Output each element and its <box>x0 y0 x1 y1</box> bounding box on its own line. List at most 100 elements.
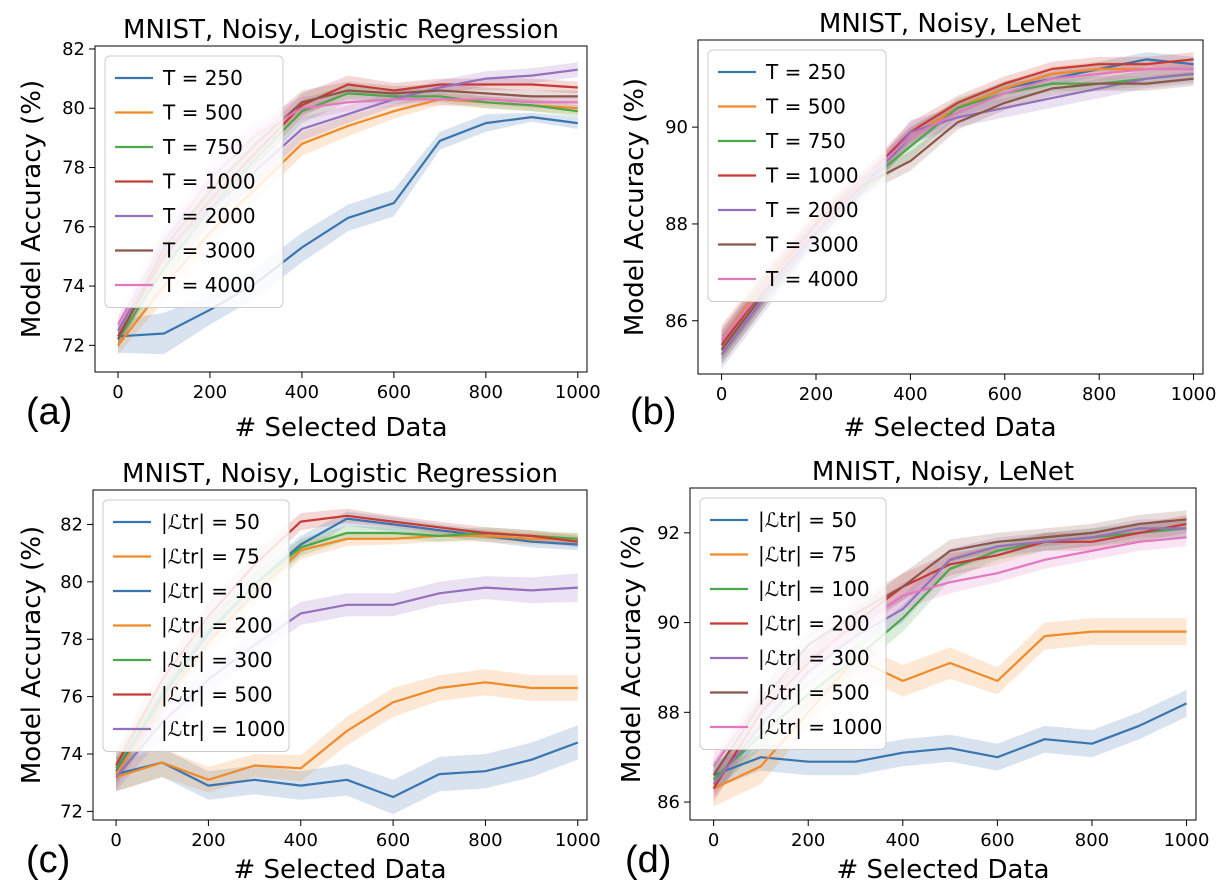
panel-c-legend-entry: |ℒtr| = 200 <box>161 614 273 638</box>
panel-b-legend-entry: T = 750 <box>765 129 846 153</box>
panel-b-legend-entry: T = 1000 <box>765 164 859 188</box>
panel-c-ylabel: Model Accuracy (%) <box>17 526 47 784</box>
panel-b-legend-entry: T = 3000 <box>765 233 859 257</box>
panel-c-ytick-label: 74 <box>60 744 83 765</box>
panel-a-legend: T = 250 T = 500 T = 750 T = 1000 T = 2000 T =… <box>104 55 284 308</box>
panel-d-legend-entry: |ℒtr| = 1000 <box>758 715 882 739</box>
panel-d-series-0-band <box>713 689 1187 789</box>
panel-d-xtick-label: 800 <box>1075 830 1109 851</box>
panel-a-legend-entry: T = 250 <box>162 66 243 90</box>
panel-a-ytick-label: 80 <box>62 98 85 119</box>
panel-b-legend-entry: T = 500 <box>765 95 846 119</box>
panel-c-legend-entry: |ℒtr| = 300 <box>161 648 273 672</box>
panel-a-label: (a) <box>26 391 72 433</box>
panel-d-xlabel: # Selected Data <box>836 855 1049 885</box>
panel-c-legend-entry: |ℒtr| = 75 <box>161 545 260 569</box>
panel-c-xtick-label: 400 <box>284 830 318 851</box>
panel-d-legend-entry: |ℒtr| = 100 <box>758 577 870 601</box>
panel-b-legend: T = 250 T = 500 T = 750 T = 1000 T = 2000 T =… <box>707 49 887 302</box>
panel-c-series-0-line <box>115 741 579 799</box>
panel-c-series-1-line <box>115 681 578 781</box>
panel-c-xtick-label: 800 <box>468 830 502 851</box>
panel-d-series-2-band <box>713 519 1187 794</box>
panel-a-ytick-label: 76 <box>62 217 85 238</box>
panel-c-legend-entry: |ℒtr| = 50 <box>161 510 260 534</box>
panel-d-legend-entry: |ℒtr| = 300 <box>758 646 870 670</box>
panel-c-xtick-label: 600 <box>376 830 410 851</box>
panel-b-ytick-label: 90 <box>665 117 688 138</box>
panel-c-legend: |ℒtr| = 50 |ℒtr| = 75 |ℒtr| = 100 |ℒtr| = 2… <box>102 499 290 752</box>
panel-d-legend: |ℒtr| = 50 |ℒtr| = 75 |ℒtr| = 100 |ℒtr| = 2… <box>699 497 887 750</box>
panel-a: MNIST, Noisy, Logistic Regression 0 200 40… <box>17 15 601 443</box>
panel-b-xtick-label: 400 <box>893 384 927 405</box>
panel-b-series-4-band <box>721 64 1194 370</box>
panel-d-xtick-label: 1000 <box>1164 830 1210 851</box>
panel-c-legend-entry: |ℒtr| = 100 <box>161 579 273 603</box>
panel-a-xtick-label: 600 <box>377 382 411 403</box>
panel-a-ytick-label: 72 <box>62 335 85 356</box>
panel-a-ylabel: Model Accuracy (%) <box>17 80 47 338</box>
panel-a-ytick-label: 82 <box>62 39 85 60</box>
panel-d-xtick-label: 600 <box>980 830 1014 851</box>
panel-a-legend-entry: T = 2000 <box>162 204 256 228</box>
panel-d-xtick-label: 0 <box>708 830 719 851</box>
panel-b-xtick-label: 0 <box>716 384 727 405</box>
panel-c: MNIST, Noisy, Logistic Regression 0 200 40… <box>17 459 601 885</box>
panel-c-series-0-band <box>116 725 578 815</box>
panel-a-legend-box <box>104 55 284 308</box>
panel-d-ytick-label: 90 <box>657 613 680 634</box>
panel-c-legend-box <box>102 499 290 752</box>
panel-a-ytick-label: 78 <box>62 158 85 179</box>
panel-d-ytick-label: 88 <box>657 702 680 723</box>
panel-d-legend-entry: |ℒtr| = 500 <box>758 681 870 705</box>
panel-d-legend-entry: |ℒtr| = 200 <box>758 612 870 636</box>
panel-d-series-0-line <box>713 702 1187 777</box>
panel-b-ytick-label: 88 <box>665 214 688 235</box>
panel-b-legend-entry: T = 250 <box>765 60 846 84</box>
panel-b-legend-box <box>707 49 887 302</box>
panel-b-ytick-label: 86 <box>665 311 688 332</box>
panel-d-label: (d) <box>625 839 671 881</box>
panel-d-legend-box <box>699 497 887 750</box>
panel-a-legend-entry: T = 750 <box>162 135 243 159</box>
panel-b-legend-entry: T = 4000 <box>765 267 859 291</box>
panel-a-legend-entry: T = 500 <box>162 101 243 125</box>
panel-d-legend-entry: |ℒtr| = 50 <box>758 508 857 532</box>
panel-a-xtick-label: 1000 <box>555 382 601 403</box>
panel-b-label: (b) <box>630 391 676 433</box>
panel-a-series-0-line <box>117 115 578 338</box>
panel-a-title: MNIST, Noisy, Logistic Regression <box>123 15 559 45</box>
panel-a-frame <box>94 45 588 373</box>
panel-c-xtick-label: 200 <box>191 830 225 851</box>
panel-b-title: MNIST, Noisy, LeNet <box>819 9 1081 39</box>
panel-c-legend-entry: |ℒtr| = 500 <box>161 683 273 707</box>
panel-c-ytick-label: 82 <box>60 514 83 535</box>
panel-b-xtick-label: 600 <box>988 384 1022 405</box>
panel-d-ylabel: Model Accuracy (%) <box>617 525 647 783</box>
panel-d-xtick-label: 200 <box>791 830 825 851</box>
panel-b-ylabel: Model Accuracy (%) <box>620 78 650 336</box>
panel-b-legend-entry: T = 2000 <box>765 198 859 222</box>
panel-c-ytick-label: 76 <box>60 687 83 708</box>
panel-a-legend-entry: T = 3000 <box>162 239 256 263</box>
panel-c-xtick-label: 0 <box>110 830 121 851</box>
panel-c-title: MNIST, Noisy, Logistic Regression <box>122 459 558 489</box>
panel-c-label: (c) <box>26 839 70 881</box>
panel-a-legend-entry: T = 1000 <box>162 170 256 194</box>
panel-c-frame <box>92 489 588 821</box>
panel-a-xtick-label: 400 <box>285 382 319 403</box>
panel-a-xtick-label: 200 <box>193 382 227 403</box>
panel-d: MNIST, Noisy, LeNet 0 200 400 600 800 1000 86 8… <box>617 457 1209 885</box>
panel-d-title: MNIST, Noisy, LeNet <box>812 457 1074 487</box>
panel-d-frame <box>689 487 1197 821</box>
panel-a-xtick-label: 0 <box>112 382 123 403</box>
panel-b-xtick-label: 800 <box>1082 384 1116 405</box>
panel-b-xtick-label: 200 <box>799 384 833 405</box>
panel-c-legend-entry: |ℒtr| = 1000 <box>161 717 285 741</box>
panel-c-ytick-label: 78 <box>60 629 83 650</box>
panel-a-xtick-label: 800 <box>469 382 503 403</box>
